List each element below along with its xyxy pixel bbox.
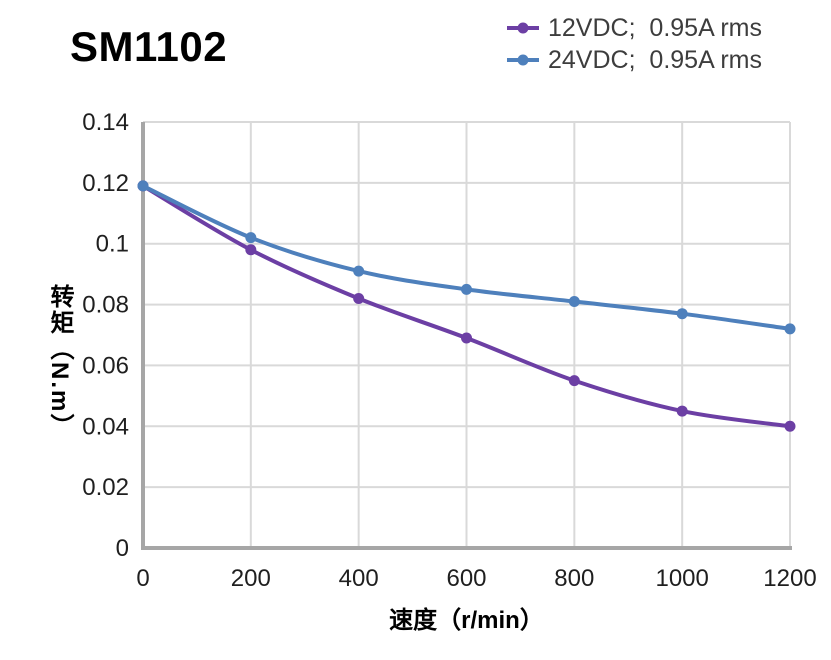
legend-item-12vdc: 12VDC; 0.95A rms xyxy=(506,12,762,44)
y-tick-label: 0.12 xyxy=(82,170,129,197)
data-point xyxy=(676,308,688,320)
y-tick-label: 0.08 xyxy=(82,292,129,319)
x-tick-label: 200 xyxy=(231,565,271,592)
data-point xyxy=(784,323,796,335)
x-tick-label: 800 xyxy=(554,565,594,592)
data-point xyxy=(784,420,796,432)
x-tick-label: 1000 xyxy=(655,565,708,592)
line-marker-icon xyxy=(507,54,539,66)
y-axis-title: 转矩（N.m） xyxy=(46,284,73,440)
x-tick-label: 600 xyxy=(446,565,486,592)
data-point xyxy=(353,292,365,304)
x-tick-label: 0 xyxy=(136,565,149,592)
data-point xyxy=(353,265,365,277)
y-tick-label: 0.1 xyxy=(96,231,129,258)
x-tick-label: 1200 xyxy=(763,565,816,592)
chart-title: SM1102 xyxy=(70,23,228,70)
data-point xyxy=(568,375,580,387)
x-axis-title: 速度（r/min） xyxy=(389,607,544,634)
data-point xyxy=(676,405,688,417)
line-marker-icon xyxy=(507,22,539,34)
data-point xyxy=(568,296,580,308)
legend: 12VDC; 0.95A rms 24VDC; 0.95A rms xyxy=(506,12,762,76)
legend-label: 24VDC; 0.95A rms xyxy=(548,45,762,74)
y-tick-label: 0 xyxy=(116,535,129,562)
data-point xyxy=(137,180,149,192)
y-tick-label: 0.02 xyxy=(82,474,129,501)
y-tick-label: 0.14 xyxy=(82,109,129,136)
legend-label: 12VDC; 0.95A rms xyxy=(548,13,762,42)
data-point xyxy=(245,244,257,256)
legend-item-24vdc: 24VDC; 0.95A rms xyxy=(506,44,762,76)
x-tick-label: 400 xyxy=(339,565,379,592)
y-tick-label: 0.04 xyxy=(82,413,129,440)
y-tick-label: 0.06 xyxy=(82,352,129,379)
data-point xyxy=(461,283,472,295)
data-point xyxy=(461,332,472,344)
data-point xyxy=(245,232,257,244)
